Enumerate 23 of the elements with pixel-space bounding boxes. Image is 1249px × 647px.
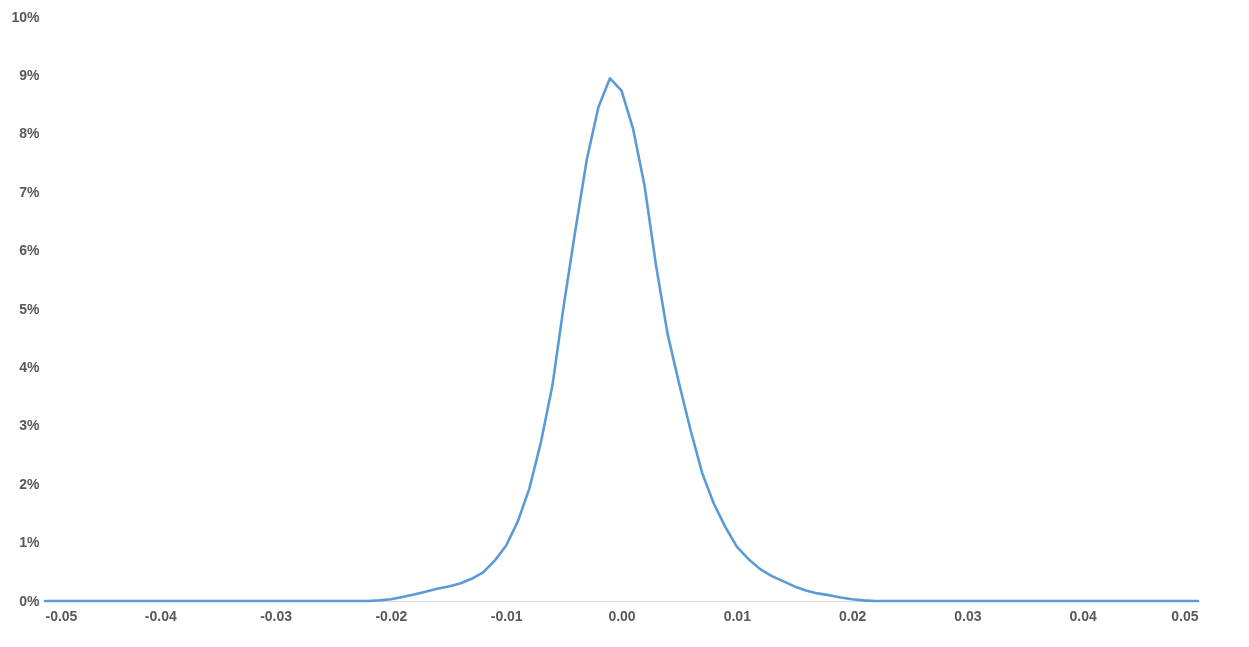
- line-series: [43, 77, 1200, 603]
- x-tick-label: -0.04: [144, 607, 177, 624]
- x-tick-label: 0.02: [838, 607, 867, 624]
- x-tick-label: -0.05: [45, 607, 78, 624]
- x-tick-label: 0.03: [954, 607, 982, 624]
- y-tick-label: 9%: [19, 66, 41, 83]
- y-tick-label: 7%: [19, 183, 41, 200]
- y-tick-label: 0%: [19, 592, 41, 609]
- x-tick-label: -0.01: [490, 607, 523, 624]
- x-tick-label: 0.01: [723, 607, 752, 624]
- y-tick-label: 4%: [19, 358, 41, 375]
- y-tick-label: 10%: [11, 8, 41, 25]
- x-tick-label: 0.00: [608, 607, 636, 624]
- y-tick-label: 5%: [19, 300, 41, 317]
- y-tick-label: 8%: [19, 125, 41, 142]
- x-tick-label: -0.03: [260, 607, 293, 624]
- y-tick-label: 6%: [19, 242, 41, 259]
- x-tick-label: 0.04: [1069, 607, 1098, 624]
- y-tick-label: 1%: [19, 534, 41, 551]
- y-tick-label: 3%: [19, 417, 41, 434]
- x-tick-label: 0.05: [1171, 607, 1199, 624]
- x-tick-label: -0.02: [375, 607, 408, 624]
- y-tick-label: 2%: [19, 475, 41, 492]
